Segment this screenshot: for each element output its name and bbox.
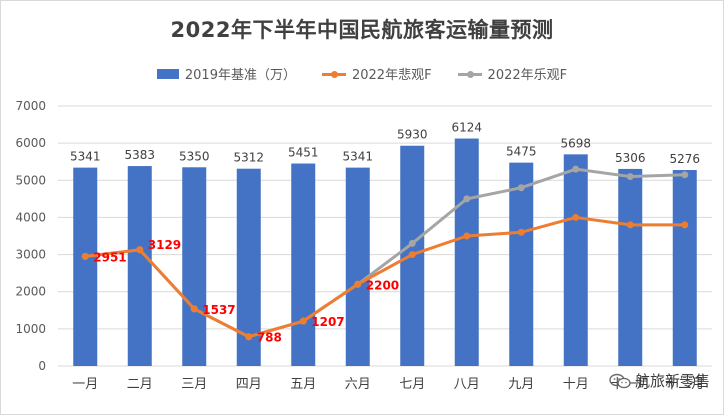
y-tick-label: 7000 [15, 99, 46, 113]
bar-value-label: 5475 [506, 145, 537, 159]
y-tick-label: 4000 [15, 210, 46, 224]
bar-value-label: 5341 [342, 150, 373, 164]
legend-swatch-pessimistic [321, 69, 346, 79]
bar [291, 163, 316, 366]
point-pessimistic [681, 221, 689, 229]
legend: 2019年基准（万） 2022年悲观F 2022年乐观F [0, 64, 724, 83]
bar-value-label: 5306 [615, 151, 646, 165]
point-pessimistic [190, 305, 198, 313]
bar [563, 154, 588, 366]
bar [345, 167, 370, 366]
y-tick-label: 6000 [15, 136, 46, 150]
point-pessimistic [572, 213, 580, 221]
y-tick-label: 2000 [15, 285, 46, 299]
point-optimistic [517, 184, 525, 192]
point-optimistic [572, 165, 580, 173]
bar-value-label: 6124 [451, 121, 482, 135]
bar [73, 167, 98, 366]
bar [672, 170, 697, 366]
annotation-label: 788 [257, 331, 282, 345]
x-tick-label: 九月 [508, 377, 534, 392]
annotation-label: 1537 [202, 303, 235, 317]
x-tick-label: 四月 [236, 377, 262, 392]
bar-value-label: 5930 [397, 128, 428, 142]
bar-value-label: 5383 [124, 148, 155, 162]
x-tick-label: 二月 [127, 377, 153, 392]
annotation-label: 3129 [148, 238, 181, 252]
wechat-icon [609, 373, 631, 388]
bar [182, 167, 207, 366]
chart-title: 2022年下半年中国民航旅客运输量预测 [170, 18, 554, 42]
legend-swatch-optimistic [457, 69, 482, 79]
point-pessimistic [299, 317, 307, 325]
annotation-label: 2951 [93, 250, 126, 264]
legend-item-bar: 2019年基准（万） [156, 64, 296, 83]
line-pessimistic [85, 215, 685, 339]
y-tick-label: 1000 [15, 322, 46, 336]
y-tick-label: 0 [38, 359, 46, 373]
point-pessimistic [354, 280, 362, 288]
point-pessimistic [517, 228, 525, 236]
bar-value-label: 5451 [288, 146, 319, 160]
point-pessimistic [245, 333, 253, 341]
legend-item-pessimistic: 2022年悲观F [321, 64, 432, 83]
x-tick-label: 八月 [454, 377, 480, 392]
bar-value-label: 5312 [233, 151, 264, 165]
x-tick-label: 七月 [399, 377, 425, 392]
x-tick-label: 五月 [290, 377, 316, 392]
legend-label-pessimistic: 2022年悲观F [351, 68, 432, 83]
x-tick-label: 一月 [72, 377, 98, 392]
point-pessimistic [626, 221, 634, 229]
annotation-label: 1207 [311, 315, 344, 329]
bar-value-label: 5350 [179, 149, 210, 163]
legend-label-bar: 2019年基准（万） [184, 68, 296, 83]
point-pessimistic [463, 232, 471, 240]
point-optimistic [681, 171, 689, 179]
bar [618, 168, 643, 366]
watermark: 航旅新零售 [609, 370, 710, 391]
legend-swatch-bar [156, 68, 179, 79]
y-tick-label: 3000 [15, 248, 46, 262]
point-pessimistic [81, 252, 89, 260]
line-optimistic [85, 167, 685, 339]
point-pessimistic [136, 246, 144, 254]
bar-value-label: 5276 [669, 152, 700, 166]
x-tick-label: 三月 [181, 377, 207, 392]
watermark-text: 航旅新零售 [634, 372, 710, 390]
x-tick-label: 六月 [345, 377, 371, 392]
bar [454, 138, 479, 366]
annotation-label: 2200 [366, 278, 399, 292]
legend-item-optimistic: 2022年乐观F [457, 64, 568, 83]
point-optimistic [408, 239, 416, 247]
x-tick-label: 十二月 [665, 377, 704, 392]
x-tick-label: 十月 [563, 377, 589, 392]
legend-label-optimistic: 2022年乐观F [487, 68, 568, 83]
point-optimistic [626, 173, 634, 181]
point-optimistic [463, 195, 471, 203]
bar-value-label: 5341 [70, 150, 101, 164]
bar [509, 162, 534, 366]
y-tick-label: 5000 [15, 173, 46, 187]
bar [127, 166, 152, 366]
bar-value-label: 5698 [560, 136, 591, 150]
point-pessimistic [408, 251, 416, 259]
